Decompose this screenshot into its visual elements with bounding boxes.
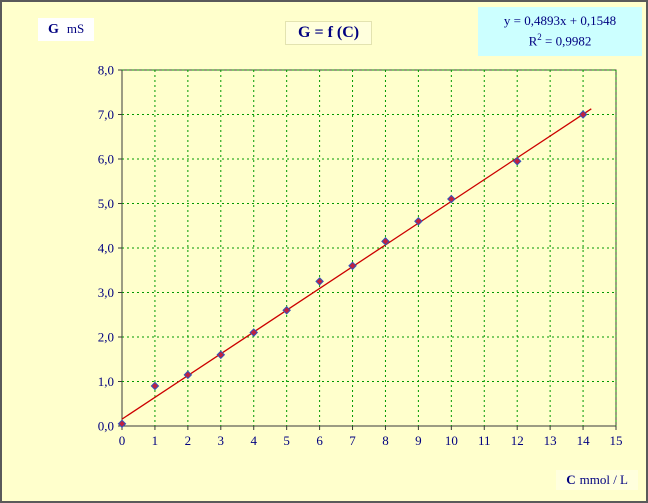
- y-tick-label: 4,0: [98, 241, 114, 256]
- y-tick-label: 3,0: [98, 285, 114, 300]
- x-tick-label: 14: [577, 433, 591, 448]
- x-tick-label: 3: [218, 433, 225, 448]
- chart-title: G = f (C): [285, 21, 373, 45]
- y-tick-label: 5,0: [98, 196, 114, 211]
- y-tick-label: 7,0: [98, 107, 114, 122]
- data-point-marker: [282, 305, 291, 315]
- y-tick-label: 8,0: [98, 63, 114, 78]
- r-squared-rest: = 0,9982: [541, 33, 592, 49]
- x-tick-label: 0: [119, 433, 126, 448]
- r-squared-exponent: 2: [537, 32, 542, 43]
- data-point-marker: [348, 261, 357, 271]
- data-point-marker: [414, 216, 423, 226]
- data-point-marker: [315, 277, 324, 286]
- trendline-equation-box: y = 0,4893x + 0,1548 R2 = 0,9982: [478, 7, 642, 56]
- x-tick-label: 10: [445, 433, 458, 448]
- x-tick-label: 7: [349, 433, 356, 448]
- x-tick-label: 9: [415, 433, 422, 448]
- x-tick-label: 5: [283, 433, 290, 448]
- data-point-marker: [447, 194, 456, 204]
- x-tick-label: 11: [478, 433, 491, 448]
- data-point-marker: [117, 419, 127, 429]
- data-point-marker: [183, 370, 193, 380]
- y-axis-symbol: G: [48, 22, 59, 37]
- x-axis-unit: mmol / L: [579, 472, 628, 487]
- data-point-marker: [249, 328, 259, 337]
- x-tick-label: 6: [316, 433, 323, 448]
- data-point-marker: [578, 110, 588, 119]
- x-axis-symbol: C: [566, 472, 576, 487]
- y-axis-unit: mS: [66, 21, 85, 36]
- x-tick-label: 2: [185, 433, 192, 448]
- y-tick-label: 1,0: [98, 374, 114, 389]
- data-point-marker: [150, 381, 160, 391]
- x-tick-label: 8: [382, 433, 389, 448]
- trendline: [121, 108, 592, 420]
- data-point-marker: [512, 156, 522, 166]
- x-tick-label: 15: [610, 433, 623, 448]
- y-tick-label: 0,0: [98, 419, 114, 434]
- x-tick-label: 12: [511, 433, 524, 448]
- y-tick-label: 6,0: [98, 152, 114, 167]
- data-point-marker: [381, 237, 390, 246]
- r-squared-base: R: [528, 33, 538, 49]
- x-tick-label: 4: [250, 433, 257, 448]
- trendline-equation: y = 0,4893x + 0,1548: [503, 13, 617, 28]
- x-tick-label: 13: [544, 433, 557, 448]
- x-tick-label: 1: [152, 433, 159, 448]
- r-squared-value: R2 = 0,9982: [486, 31, 634, 51]
- y-tick-label: 2,0: [98, 330, 114, 345]
- data-point-marker: [216, 350, 226, 360]
